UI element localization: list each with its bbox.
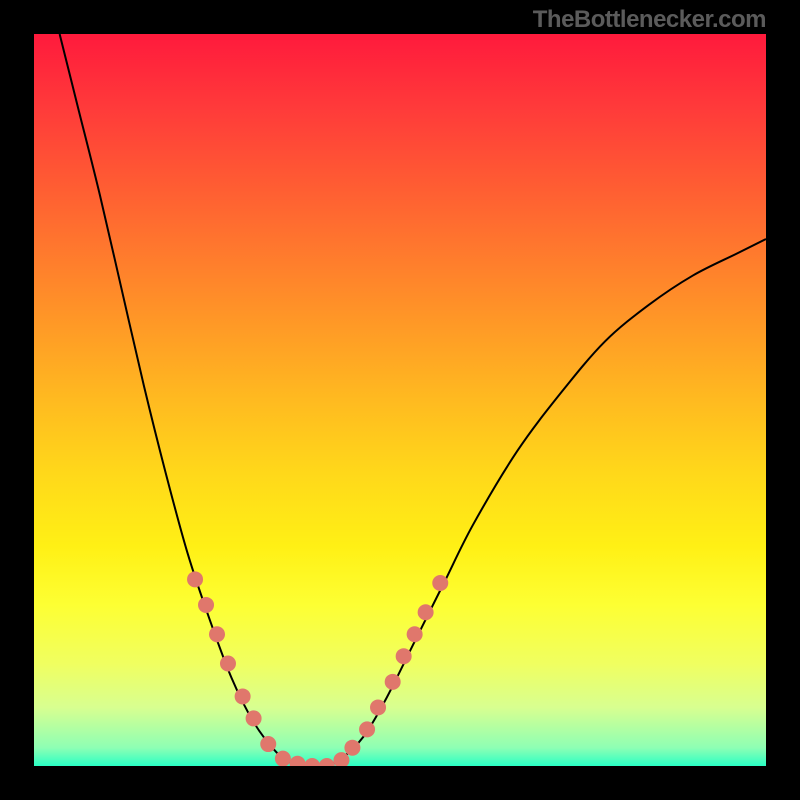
curve-marker [260,736,276,752]
chart-svg [34,34,766,766]
curve-marker [407,626,423,642]
left-curve [60,34,305,766]
left-marker-group [187,571,320,766]
curve-marker [319,758,335,766]
curve-marker [418,604,434,620]
curve-marker [304,758,320,766]
curve-marker [396,648,412,664]
curve-marker [198,597,214,613]
curve-marker [432,575,448,591]
curve-marker [370,699,386,715]
curve-marker [290,756,306,766]
watermark-text: TheBottlenecker.com [533,6,766,34]
curve-marker [359,721,375,737]
curve-marker [209,626,225,642]
right-marker-group [319,575,448,766]
curve-marker [220,656,236,672]
curve-marker [187,571,203,587]
curve-marker [275,751,291,766]
curve-marker [235,688,251,704]
curve-marker [385,674,401,690]
curve-marker [246,710,262,726]
curve-marker [344,740,360,756]
